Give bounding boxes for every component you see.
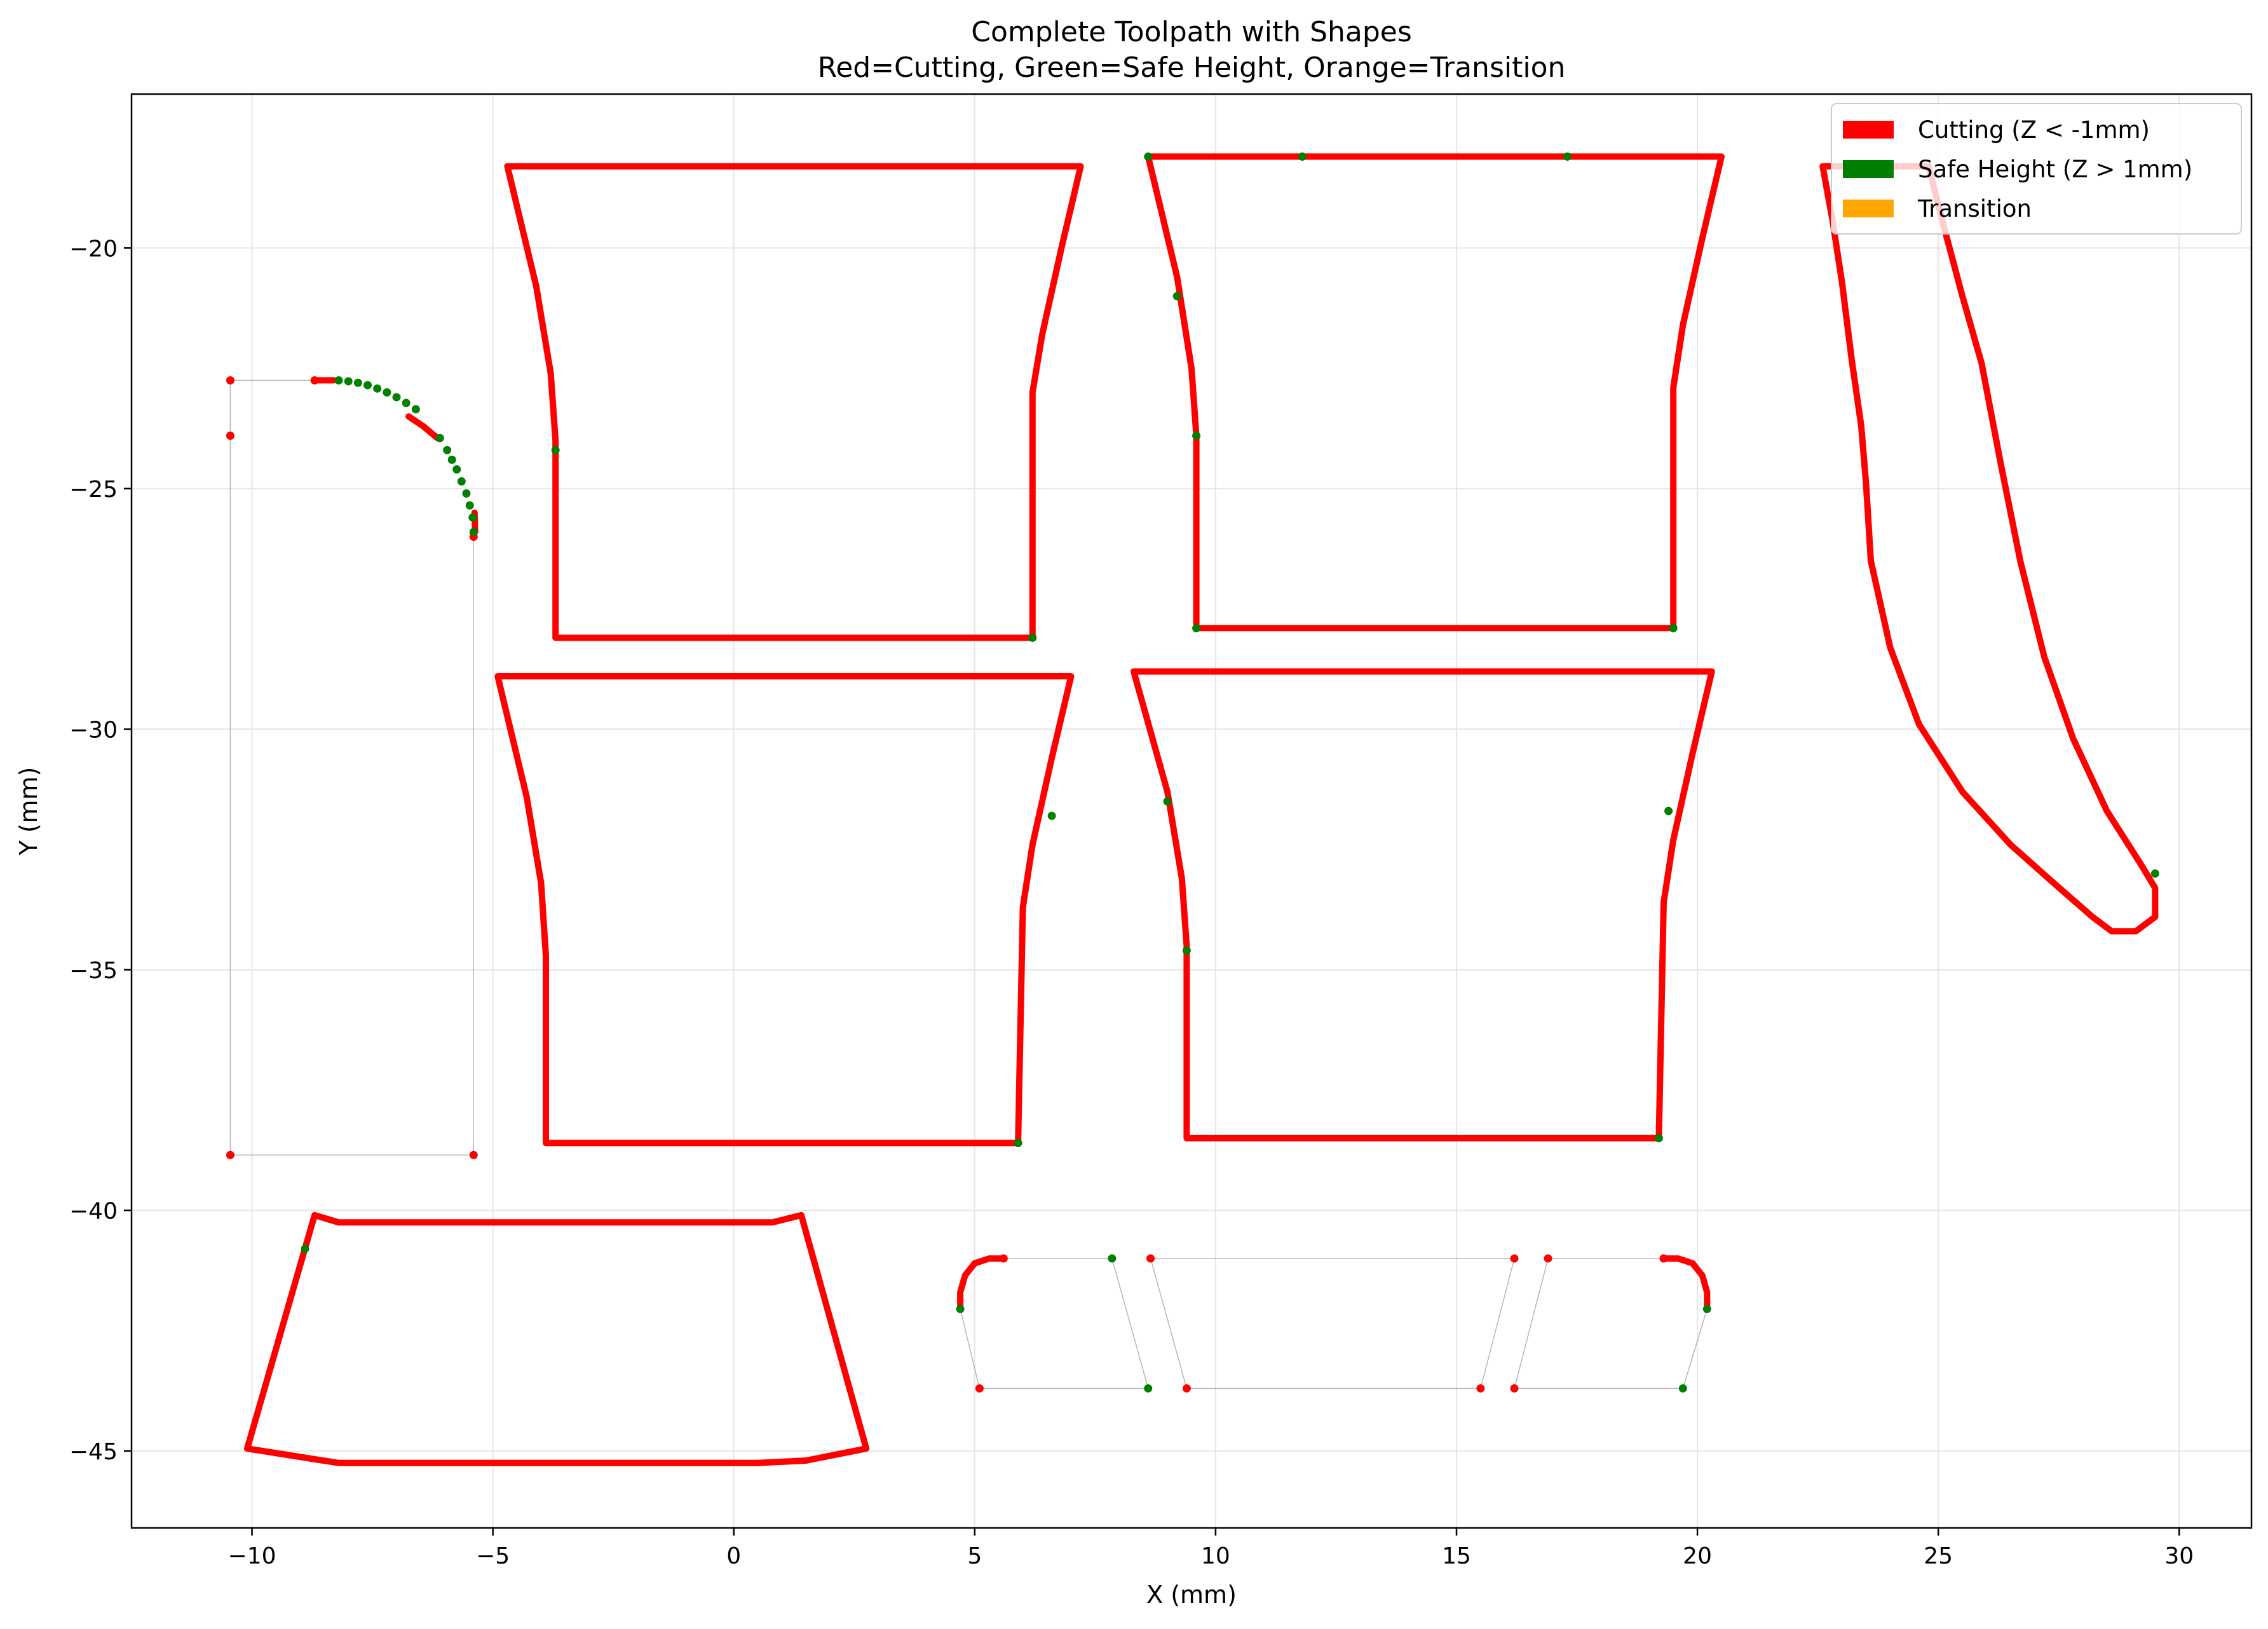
legend-label-cutting: Cutting (Z < -1mm) <box>1918 116 2150 144</box>
legend-label-safe-height: Safe Height (Z > 1mm) <box>1918 156 2192 183</box>
cutting-point <box>226 1150 234 1159</box>
cutting-point <box>1476 1384 1485 1393</box>
safe-height-point <box>344 377 353 386</box>
safe-height-point <box>1108 1254 1117 1263</box>
chart-subtitle: Red=Cutting, Green=Safe Height, Orange=T… <box>818 51 1566 84</box>
safe-height-point <box>402 399 411 407</box>
safe-height-point <box>435 433 444 442</box>
travel-path-5 <box>1514 1258 1708 1389</box>
cutting-point <box>469 1150 478 1159</box>
legend-swatch-transition <box>1843 200 1894 217</box>
safe-height-point <box>1669 624 1678 632</box>
safe-height-point <box>1014 1138 1022 1147</box>
cutting-point <box>1510 1254 1519 1263</box>
legend-box <box>1831 103 2242 235</box>
safe-height-point <box>1702 1305 1711 1314</box>
x-tick-label: 5 <box>967 1543 982 1569</box>
safe-height-point <box>392 393 401 402</box>
cutting-point <box>999 1254 1008 1263</box>
safe-height-point <box>469 528 478 536</box>
cutting-point <box>1659 1254 1668 1263</box>
x-tick-label: 10 <box>1201 1543 1230 1569</box>
safe-height-point <box>462 489 471 498</box>
cutting-point <box>1544 1254 1552 1263</box>
y-tick-label: −30 <box>69 717 118 743</box>
safe-height-point <box>1192 624 1201 632</box>
safe-height-point <box>1163 797 1172 806</box>
safe-height-point <box>353 378 362 387</box>
safe-height-point <box>411 405 420 414</box>
cutting-point <box>226 432 234 440</box>
travel-path-1 <box>229 379 475 1156</box>
plot-area <box>226 152 2159 1466</box>
safe-height-point <box>447 455 456 464</box>
safe-height-point <box>551 446 560 454</box>
safe-height-point <box>1664 807 1673 815</box>
safe-height-point <box>956 1305 965 1314</box>
safe-height-point <box>373 384 382 393</box>
legend-swatch-cutting <box>1843 121 1894 139</box>
y-tick-label: −45 <box>69 1439 118 1465</box>
safe-height-point <box>1654 1134 1663 1143</box>
cutting-point <box>226 376 234 385</box>
y-tick-label: −35 <box>69 958 118 984</box>
safe-height-point <box>468 513 477 522</box>
safe-height-point <box>1047 812 1056 821</box>
toolpath-shape-6 <box>244 1211 870 1466</box>
axis-ticks: −10 −5 0 5 10 15 20 25 30 −45 −40 −35 −30 −25 −20 <box>69 236 2194 1569</box>
safe-height-point <box>1298 152 1307 161</box>
cutting-point <box>975 1384 984 1393</box>
chart-title: Complete Toolpath with Shapes <box>971 16 1412 48</box>
legend: Cutting (Z < -1mm) Safe Height (Z > 1mm)… <box>1831 103 2242 235</box>
y-tick-label: −20 <box>69 236 118 262</box>
toolpath-slot-right <box>1660 1255 1711 1312</box>
x-tick-label: 15 <box>1442 1543 1471 1569</box>
safe-height-point <box>1192 432 1201 440</box>
x-tick-label: −5 <box>476 1543 510 1569</box>
safe-height-point <box>1028 633 1037 642</box>
legend-swatch-safe-height <box>1843 160 1894 178</box>
safe-height-point <box>2150 869 2159 878</box>
safe-height-point <box>363 381 372 390</box>
safe-height-point <box>443 446 452 454</box>
safe-height-point <box>452 465 461 474</box>
safe-height-point <box>1144 1384 1153 1393</box>
y-tick-label: −40 <box>69 1198 118 1224</box>
safe-height-point <box>1678 1384 1687 1393</box>
x-tick-label: 0 <box>726 1543 741 1569</box>
x-tick-label: 30 <box>2164 1543 2194 1569</box>
x-axis-label: X (mm) <box>1146 1581 1237 1609</box>
toolpath-arc-cut-2 <box>405 413 441 442</box>
cutting-point <box>1146 1254 1155 1263</box>
cutting-point <box>1510 1384 1519 1393</box>
toolpath-shape-5 <box>1819 163 2159 935</box>
y-axis-label: Y (mm) <box>15 767 43 856</box>
safe-height-point <box>1172 292 1181 301</box>
safe-height-point <box>457 477 466 486</box>
toolpath-slot-left <box>957 1255 1007 1312</box>
y-tick-label: −25 <box>69 477 118 503</box>
safe-height-point <box>1144 152 1153 161</box>
safe-height-point <box>383 388 391 397</box>
safe-height-point <box>1563 152 1572 161</box>
safe-height-point <box>334 376 343 385</box>
x-tick-label: 20 <box>1683 1543 1712 1569</box>
plot-frame <box>130 93 2253 1529</box>
x-tick-label: −10 <box>228 1543 276 1569</box>
legend-label-transition: Transition <box>1917 195 2032 222</box>
cutting-point <box>310 376 319 385</box>
safe-height-point <box>465 501 474 510</box>
safe-height-point <box>301 1244 309 1253</box>
cutting-point <box>1182 1384 1191 1393</box>
x-tick-label: 25 <box>1924 1543 1953 1569</box>
safe-height-point <box>1182 946 1191 955</box>
grid-lines <box>132 94 2251 1528</box>
